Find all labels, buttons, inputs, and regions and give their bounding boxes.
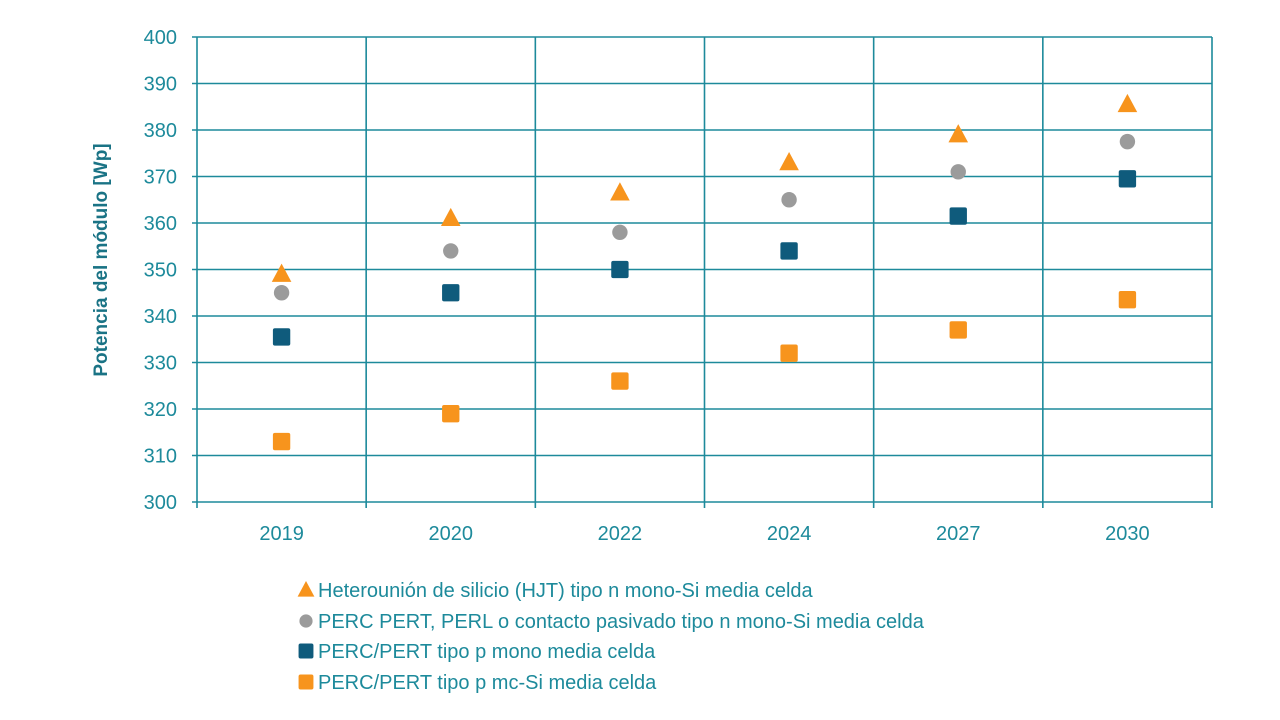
data-points [271, 93, 1138, 451]
legend-marker [297, 581, 315, 597]
y-tick-label: 340 [144, 306, 177, 328]
x-tick-label: 2030 [1105, 523, 1150, 545]
grid [192, 36, 1213, 508]
data-point-series-3 [442, 284, 460, 302]
legend-marker [299, 614, 313, 628]
x-tick-label: 2027 [936, 523, 981, 545]
x-tick-label: 2019 [259, 523, 304, 545]
data-point-series-2 [781, 192, 797, 208]
y-tick-label: 400 [144, 27, 177, 49]
legend-marker [298, 674, 314, 690]
data-point-series-2 [612, 224, 628, 240]
data-point-series-3 [272, 328, 291, 346]
y-tick-label: 360 [144, 213, 177, 235]
data-point-series-3 [949, 207, 967, 225]
legend-marker [298, 643, 314, 659]
y-tick-label: 310 [144, 446, 177, 468]
x-tick-label: 2020 [429, 523, 474, 545]
x-tick-label: 2024 [767, 523, 812, 545]
data-point-series-3 [780, 242, 798, 260]
data-point-series-4 [611, 372, 629, 390]
legend: Heterounión de silicio (HJT) tipo n mono… [297, 580, 925, 694]
y-tick-label: 320 [144, 399, 177, 421]
data-point-series-1 [948, 124, 969, 143]
data-point-series-4 [780, 344, 798, 362]
data-point-series-1 [440, 207, 461, 227]
legend-label: PERC/PERT tipo p mc-Si media celda [318, 672, 657, 694]
y-axis-label: Potencia del módulo [Wp] [91, 143, 112, 376]
x-tick-label: 2022 [598, 523, 643, 545]
data-point-series-2 [443, 243, 459, 259]
y-tick-label: 390 [144, 74, 177, 96]
x-axis-ticks: 2019 2020 2022 2024 2027 2030 [259, 523, 1149, 545]
data-point-series-2 [950, 164, 966, 180]
y-tick-label: 300 [144, 492, 177, 514]
data-point-series-1 [1117, 93, 1138, 113]
data-point-series-3 [1118, 170, 1137, 188]
data-point-series-4 [272, 432, 291, 451]
y-axis-ticks: 300 310 320 330 340 350 360 370 380 390 400 [144, 27, 177, 514]
data-point-series-4 [1118, 291, 1137, 309]
legend-label: PERC/PERT tipo p mono media celda [318, 641, 656, 663]
y-tick-label: 380 [144, 120, 177, 142]
legend-label: PERC PERT, PERL o contacto pasivado tipo… [318, 611, 925, 633]
data-point-series-4 [949, 321, 967, 339]
data-point-series-2 [1119, 133, 1136, 150]
data-point-series-1 [271, 263, 292, 282]
data-point-series-4 [442, 404, 460, 423]
data-point-series-1 [779, 152, 799, 171]
y-tick-label: 330 [144, 353, 177, 375]
data-point-series-2 [273, 285, 290, 301]
legend-label: Heterounión de silicio (HJT) tipo n mono… [318, 580, 814, 602]
y-tick-label: 370 [144, 167, 177, 189]
y-tick-label: 350 [144, 260, 177, 282]
data-point-series-3 [611, 260, 629, 279]
data-point-series-1 [610, 182, 630, 201]
